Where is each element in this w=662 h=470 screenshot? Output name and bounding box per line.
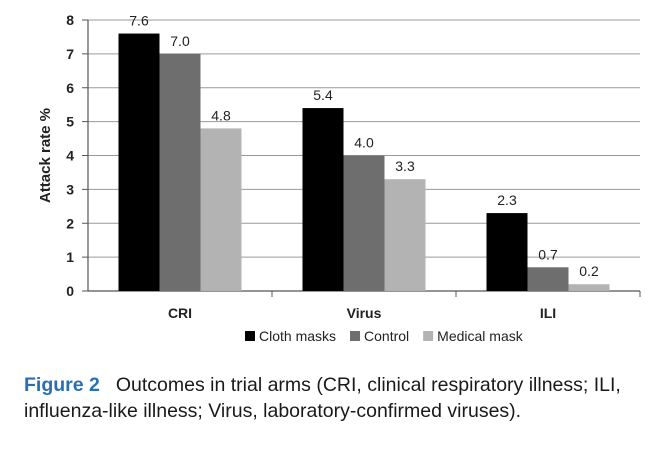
- legend-entry: Control: [364, 328, 409, 344]
- data-label: 3.3: [395, 158, 415, 174]
- y-tick-label: 2: [66, 215, 74, 231]
- bar-medical-mask: [568, 284, 610, 291]
- data-label: 0.2: [579, 263, 599, 279]
- x-category-label: CRI: [168, 305, 192, 321]
- y-tick-label: 8: [66, 12, 74, 28]
- data-label: 2.3: [497, 192, 517, 208]
- bar-control: [343, 155, 385, 291]
- bar-cloth-masks: [486, 213, 528, 291]
- legend-swatch: [423, 331, 434, 341]
- y-tick-label: 5: [66, 114, 74, 130]
- data-label: 7.6: [129, 13, 149, 29]
- data-label: 7.0: [170, 33, 190, 49]
- legend-entry: Medical mask: [437, 328, 524, 344]
- legend-swatch: [245, 331, 255, 341]
- figure-caption: Figure 2 Outcomes in trial arms (CRI, cli…: [24, 372, 654, 424]
- bar-medical-mask: [200, 128, 242, 291]
- x-category-label: ILI: [540, 305, 556, 321]
- x-category-label: Virus: [347, 305, 382, 321]
- bar-cloth-masks: [118, 33, 160, 292]
- y-tick-label: 4: [66, 148, 74, 164]
- bar-control: [159, 53, 201, 291]
- y-tick-label: 1: [66, 249, 74, 265]
- legend-swatch: [350, 331, 361, 341]
- figure-label: Figure 2: [24, 374, 100, 396]
- data-label: 4.8: [211, 107, 231, 123]
- caption-text: Outcomes in trial arms (CRI, clinical re…: [24, 374, 621, 422]
- bar-chart: 0 1 2 3 4 5 6 7 8 Attack rate % 7.6 7.0 4.8 CRI 5.4 4.0…: [37, 12, 641, 344]
- y-tick-label: 3: [66, 181, 74, 197]
- y-axis-label: Attack rate %: [37, 108, 54, 203]
- bar-cloth-masks: [302, 108, 344, 291]
- y-tick-label: 6: [66, 80, 74, 96]
- legend-entry: Cloth masks: [259, 328, 336, 344]
- bar-medical-mask: [384, 179, 426, 291]
- data-label: 5.4: [313, 87, 333, 103]
- data-label: 4.0: [354, 135, 374, 151]
- y-tick-label: 7: [66, 46, 74, 62]
- bar-control: [527, 267, 569, 291]
- y-tick-label: 0: [66, 283, 74, 299]
- data-label: 0.7: [538, 246, 558, 262]
